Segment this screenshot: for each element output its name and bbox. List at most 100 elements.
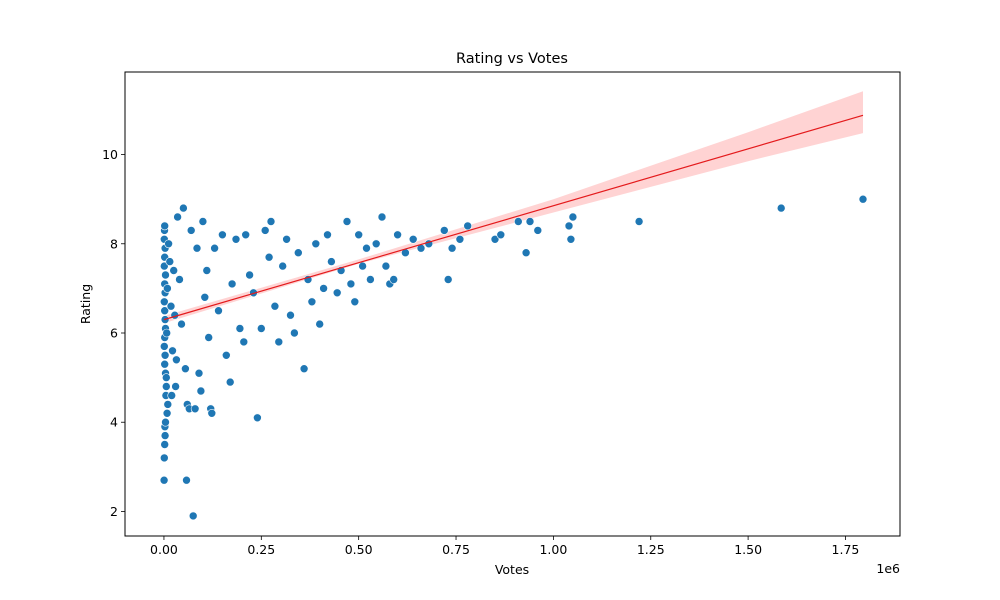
scatter-point xyxy=(235,324,245,333)
scatter-point xyxy=(260,226,270,235)
scatter-point xyxy=(282,235,291,244)
scatter-point xyxy=(299,364,309,374)
x-tick-label: 1.00 xyxy=(539,542,567,557)
scatter-point xyxy=(447,243,457,253)
chart-title: Rating vs Votes xyxy=(456,51,568,67)
scatter-point xyxy=(169,266,178,275)
x-tick-label: 1.75 xyxy=(832,542,860,557)
scatter-point xyxy=(165,257,175,266)
scatter-point xyxy=(245,270,254,280)
scatter-point xyxy=(190,404,200,414)
regression-layer xyxy=(163,114,864,321)
scatter-point xyxy=(200,292,210,302)
scatter-point xyxy=(270,301,280,311)
x-tick-label: 0.00 xyxy=(150,542,178,557)
scatter-point xyxy=(521,248,531,257)
y-tick-label: 6 xyxy=(110,326,118,341)
y-tick-label: 8 xyxy=(110,236,118,251)
scatter-point xyxy=(332,288,342,298)
y-axis-label: Rating xyxy=(78,284,93,324)
scatter-point xyxy=(323,230,332,240)
scatter-point xyxy=(173,212,182,222)
scatter-point xyxy=(210,243,219,253)
x-axis-offset-label: 1e6 xyxy=(876,561,900,576)
scatter-point xyxy=(159,475,169,485)
scatter-point xyxy=(533,226,543,235)
scatter-point xyxy=(202,266,212,275)
scatter-point xyxy=(274,337,284,347)
scatter-point xyxy=(179,203,188,213)
scatter-point xyxy=(266,217,276,226)
scatter-point xyxy=(408,235,418,244)
scatter-point xyxy=(160,359,169,369)
scatter-point xyxy=(218,230,227,240)
scatter-point xyxy=(327,257,336,266)
scatter-point xyxy=(192,243,202,253)
scatter-point xyxy=(377,212,387,222)
scatter-point xyxy=(389,275,399,284)
scatter-point xyxy=(160,221,169,231)
scatter-point xyxy=(171,382,180,391)
scatter-point xyxy=(568,212,578,222)
scatter-point xyxy=(196,386,206,396)
scatter-point xyxy=(161,417,170,427)
scatter-point xyxy=(188,511,198,521)
scatter-point xyxy=(393,230,402,240)
y-axis-ticks: 2 4 6 8 10 xyxy=(102,147,125,519)
confidence-band xyxy=(163,91,863,324)
confidence-band-layer xyxy=(163,91,863,324)
y-tick-label: 2 xyxy=(110,504,118,519)
scatter-point xyxy=(315,319,325,329)
scatter-point xyxy=(177,319,186,329)
scatter-point xyxy=(319,284,328,293)
scatter-point xyxy=(160,342,169,351)
scatter-point xyxy=(307,297,317,307)
scatter-point xyxy=(278,261,288,271)
scatter-point xyxy=(162,382,171,391)
scatter-point xyxy=(207,408,217,418)
scatter-point xyxy=(160,453,169,463)
scatter-point xyxy=(160,431,170,440)
scatter-point xyxy=(256,324,266,333)
scatter-point xyxy=(181,364,190,374)
scatter-point xyxy=(163,400,173,409)
scatter-point xyxy=(175,275,184,284)
y-tick-label: 10 xyxy=(102,147,118,162)
scatter-point xyxy=(350,297,360,307)
x-tick-label: 1.25 xyxy=(637,542,665,557)
scatter-point xyxy=(163,284,172,293)
scatter-point xyxy=(858,194,868,204)
x-axis-label: Votes xyxy=(495,562,529,577)
scatter-point xyxy=(381,261,391,271)
scatter-point xyxy=(161,270,170,280)
scatter-point xyxy=(214,306,223,316)
scatter-point xyxy=(490,235,500,244)
scatter-point xyxy=(634,217,644,226)
scatter-point xyxy=(222,350,231,360)
scatter-point xyxy=(160,297,169,307)
scatter-point xyxy=(186,226,196,235)
scatter-point xyxy=(160,261,169,271)
scatter-point xyxy=(160,440,169,449)
scatter-point xyxy=(167,391,176,400)
scatter-point xyxy=(160,306,169,316)
scatter-point xyxy=(231,235,241,244)
scatter-point xyxy=(366,275,375,284)
scatter-point xyxy=(443,275,453,284)
scatter-point xyxy=(264,252,274,262)
scatter-point xyxy=(525,217,535,226)
scatter-point xyxy=(354,230,364,240)
scatter-point xyxy=(566,235,576,244)
scatter-point xyxy=(513,217,523,226)
scatter-point xyxy=(253,413,262,423)
scatter-point xyxy=(227,279,237,289)
scatter-point xyxy=(162,373,171,382)
scatter-point xyxy=(162,328,171,338)
scatter-point xyxy=(168,346,177,356)
scatter-point xyxy=(172,355,181,365)
scatter-point xyxy=(204,333,213,342)
scatter-point xyxy=(286,310,295,320)
scatter-point xyxy=(182,475,191,485)
